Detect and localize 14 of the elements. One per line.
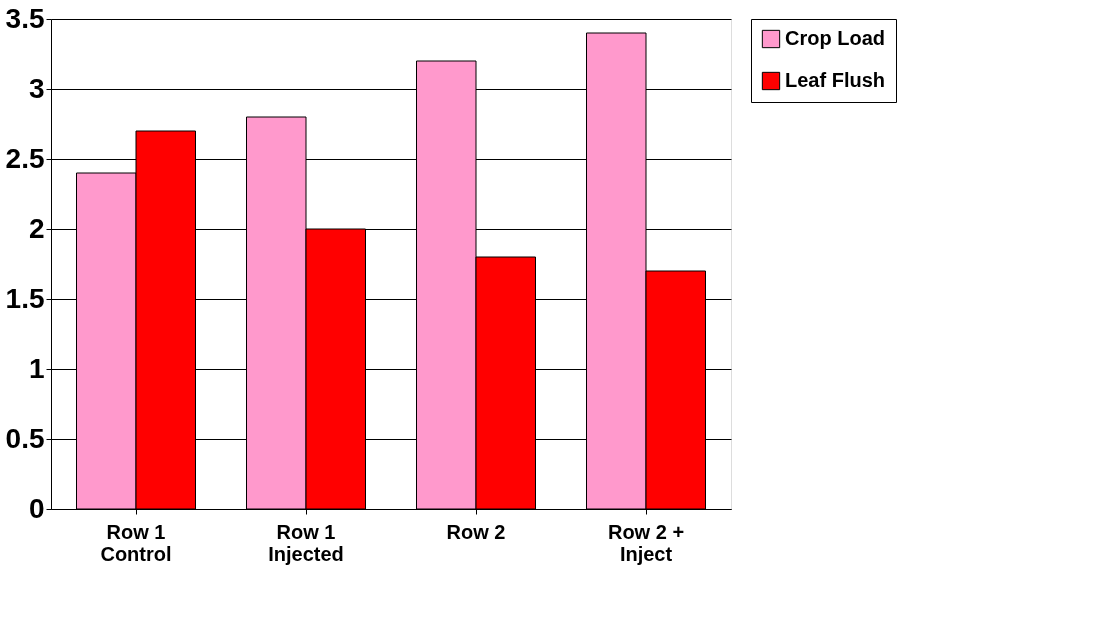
x-tick-label: Row 1 Injected xyxy=(268,520,344,565)
legend-label: Leaf Flush xyxy=(785,69,886,91)
y-tick-label: 2.5 xyxy=(5,142,45,174)
y-tick-label: 2 xyxy=(28,212,45,244)
legend-label: Crop Load xyxy=(785,27,885,49)
y-tick-label: 1 xyxy=(28,352,45,384)
x-tick-label: Row 2 + Inject xyxy=(607,520,685,565)
y-tick-label: 3.5 xyxy=(5,2,45,34)
y-tick-label: 1.5 xyxy=(5,282,45,314)
x-tick-label: Row 1 Control xyxy=(100,520,172,565)
x-tick-label: Row 2 xyxy=(446,520,506,543)
y-tick-label: 3 xyxy=(28,72,45,104)
y-tick-label: 0 xyxy=(28,492,45,524)
y-tick-label: 0.5 xyxy=(5,422,45,454)
